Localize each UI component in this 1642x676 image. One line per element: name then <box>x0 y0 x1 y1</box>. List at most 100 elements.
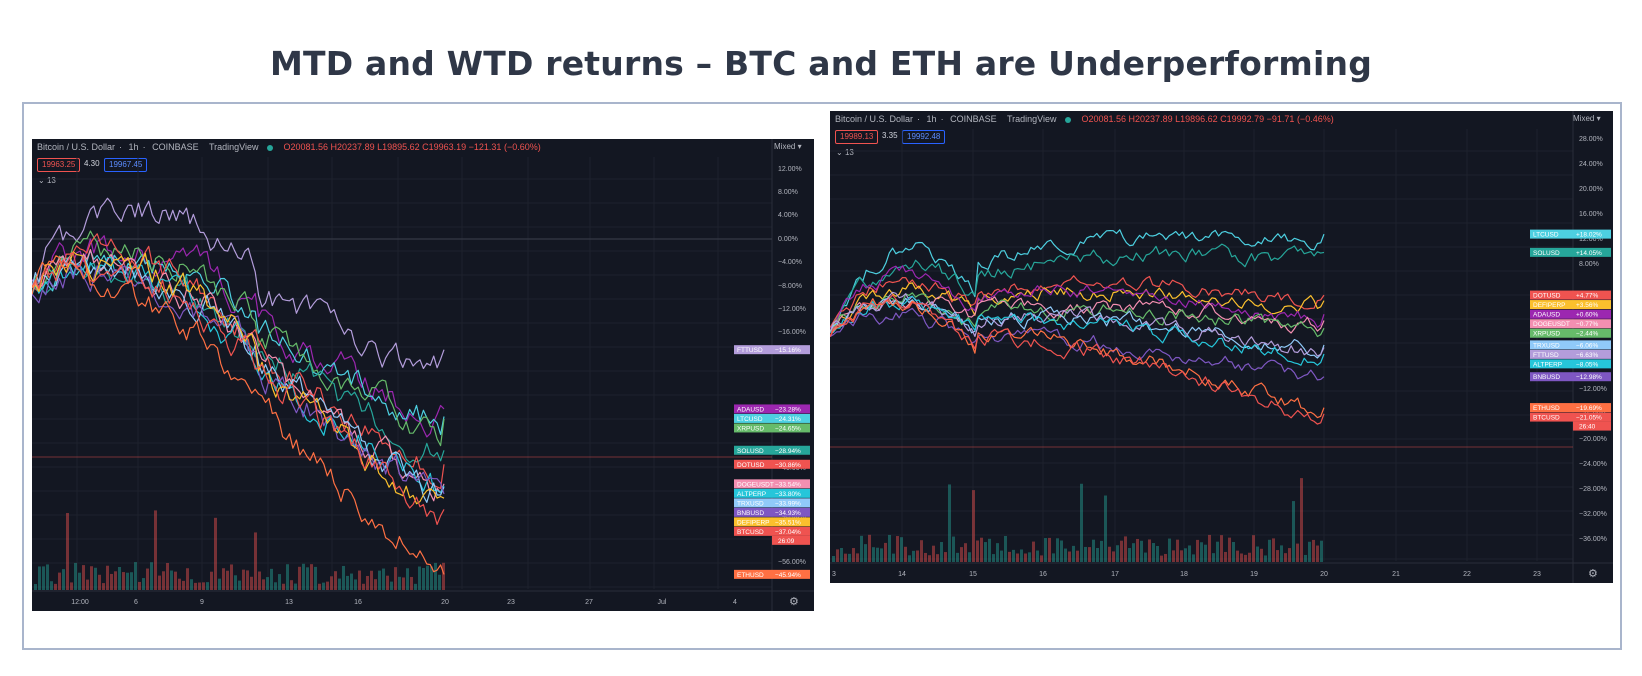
volume-bar <box>146 568 149 590</box>
series-label: BTCUSD <box>737 529 764 536</box>
volume-bar <box>434 562 437 590</box>
series-value-tag <box>772 459 810 469</box>
series-last-value: −6.06% <box>1576 342 1598 349</box>
countdown-tag <box>1573 421 1611 431</box>
volume-bar <box>1284 553 1287 562</box>
interval[interactable]: 1h <box>128 142 139 152</box>
volume-bar <box>1148 539 1151 562</box>
series-label: BNBUSD <box>737 510 764 517</box>
volume-bar <box>194 582 197 590</box>
chart-panel-wtd[interactable]: Bitcoin / U.S. Dollar · 1h · COINBASE Trad… <box>830 111 1613 583</box>
chart-canvas[interactable]: 28.00% 24.00% 20.00% 16.00% 12.00% 8.00% −12.0… <box>830 111 1613 583</box>
volume-bar <box>390 581 393 590</box>
ask-price-box[interactable]: 19967.45 <box>104 158 148 172</box>
series-last-value: −2.44% <box>1576 331 1598 338</box>
volume-bar <box>1196 539 1199 562</box>
indicators-toggle[interactable]: ⌄ 13 <box>836 148 854 157</box>
chart-header: Bitcoin / U.S. Dollar · 1h · COINBASE Trad… <box>835 114 1334 124</box>
volume-bar <box>920 540 923 562</box>
volume-bar <box>944 552 947 562</box>
volume-bar <box>1300 478 1303 562</box>
scale-mode[interactable]: Mixed ▾ <box>1573 114 1601 123</box>
volume-bar <box>218 578 221 590</box>
volume-bar <box>1060 540 1063 562</box>
volume-bar <box>1036 550 1039 562</box>
volume-bar <box>42 566 45 590</box>
volume-bar <box>1108 546 1111 562</box>
volume-bar <box>852 548 855 562</box>
volume-bar <box>266 577 269 590</box>
volume-bar <box>1292 501 1295 562</box>
series-name-tag <box>1530 229 1573 239</box>
volume-bar <box>1092 539 1095 562</box>
volume-bar <box>1280 545 1283 562</box>
series-value-tag <box>772 569 810 579</box>
volume-bar <box>330 576 333 590</box>
volume-bar <box>242 569 245 590</box>
volume-bar <box>876 547 879 562</box>
y-tick-label: −4.00% <box>778 259 802 266</box>
bid-price-box[interactable]: 19989.13 <box>835 130 879 144</box>
interval[interactable]: 1h <box>926 114 937 124</box>
volume-bar <box>1252 535 1255 562</box>
volume-bar <box>1136 538 1139 562</box>
volume-bar <box>1040 555 1043 562</box>
bid-price-box[interactable]: 19963.25 <box>37 158 81 172</box>
volume-bar <box>1260 548 1263 562</box>
volume-bar <box>1220 535 1223 562</box>
source: TradingView <box>1006 114 1057 124</box>
volume-bar <box>162 571 165 590</box>
volume-bar <box>1164 553 1167 562</box>
gear-icon[interactable]: ⚙ <box>789 596 799 608</box>
volume-bar <box>410 576 413 590</box>
series-value-tag <box>772 423 810 433</box>
series-last-value: +4.77% <box>1576 293 1598 300</box>
volume-bar <box>880 548 883 562</box>
volume-bar <box>426 565 429 590</box>
indicators-count: 13 <box>46 176 56 185</box>
volume-bar <box>1188 545 1191 562</box>
volume-bar <box>214 517 217 590</box>
volume-bar <box>202 582 205 590</box>
scale-mode[interactable]: Mixed ▾ <box>774 142 802 151</box>
volume-bar <box>58 572 61 590</box>
series-line-dotusd <box>830 275 1325 328</box>
volume-bar <box>1000 550 1003 562</box>
series-last-value: +18.02% <box>1576 232 1602 239</box>
volume-bar <box>896 536 899 562</box>
volume-bar <box>1140 540 1143 562</box>
series-last-value: +14.05% <box>1576 250 1602 257</box>
series-value-tag <box>772 507 810 517</box>
volume-bar <box>158 575 161 590</box>
series-name-tag <box>734 459 772 469</box>
volume-bar <box>354 579 357 590</box>
series-last-value: −28.94% <box>775 448 801 455</box>
series-line-dogeusdt <box>32 248 445 502</box>
series-last-value: −45.94% <box>775 572 801 579</box>
ask-price-box[interactable]: 19992.48 <box>902 130 946 144</box>
chart-panel-mtd[interactable]: Bitcoin / U.S. Dollar · 1h · COINBASE Trad… <box>32 139 814 611</box>
y-tick-label: 12.00% <box>778 166 802 173</box>
series-label: TRXUSD <box>737 500 764 507</box>
y-tick-label: −32.00% <box>1579 511 1607 518</box>
series-label: XRPUSD <box>737 425 764 432</box>
x-tick-label: 14 <box>898 571 906 578</box>
volume-bar <box>1112 551 1115 562</box>
series-name-tag <box>1530 340 1573 350</box>
symbol-name[interactable]: Bitcoin / U.S. Dollar <box>835 114 914 124</box>
volume-bar <box>1064 548 1067 562</box>
status-dot-icon <box>266 144 273 151</box>
volume-bar <box>50 581 53 590</box>
series-line-btcusd <box>32 252 445 525</box>
indicators-toggle[interactable]: ⌄ 13 <box>38 176 56 185</box>
gear-icon[interactable]: ⚙ <box>1588 568 1598 580</box>
series-last-value: −34.93% <box>775 510 801 517</box>
chart-canvas[interactable]: 12.00% 8.00% 4.00% 0.00% −4.00% −8.00% −12.00%… <box>32 139 814 611</box>
series-value-tag <box>772 517 810 527</box>
series-value-tag <box>1573 290 1611 300</box>
y-tick-label: 8.00% <box>1579 261 1599 268</box>
volume-bar <box>1008 551 1011 562</box>
series-line-altperp <box>32 256 445 494</box>
volume-bar <box>310 564 313 590</box>
symbol-name[interactable]: Bitcoin / U.S. Dollar <box>37 142 116 152</box>
